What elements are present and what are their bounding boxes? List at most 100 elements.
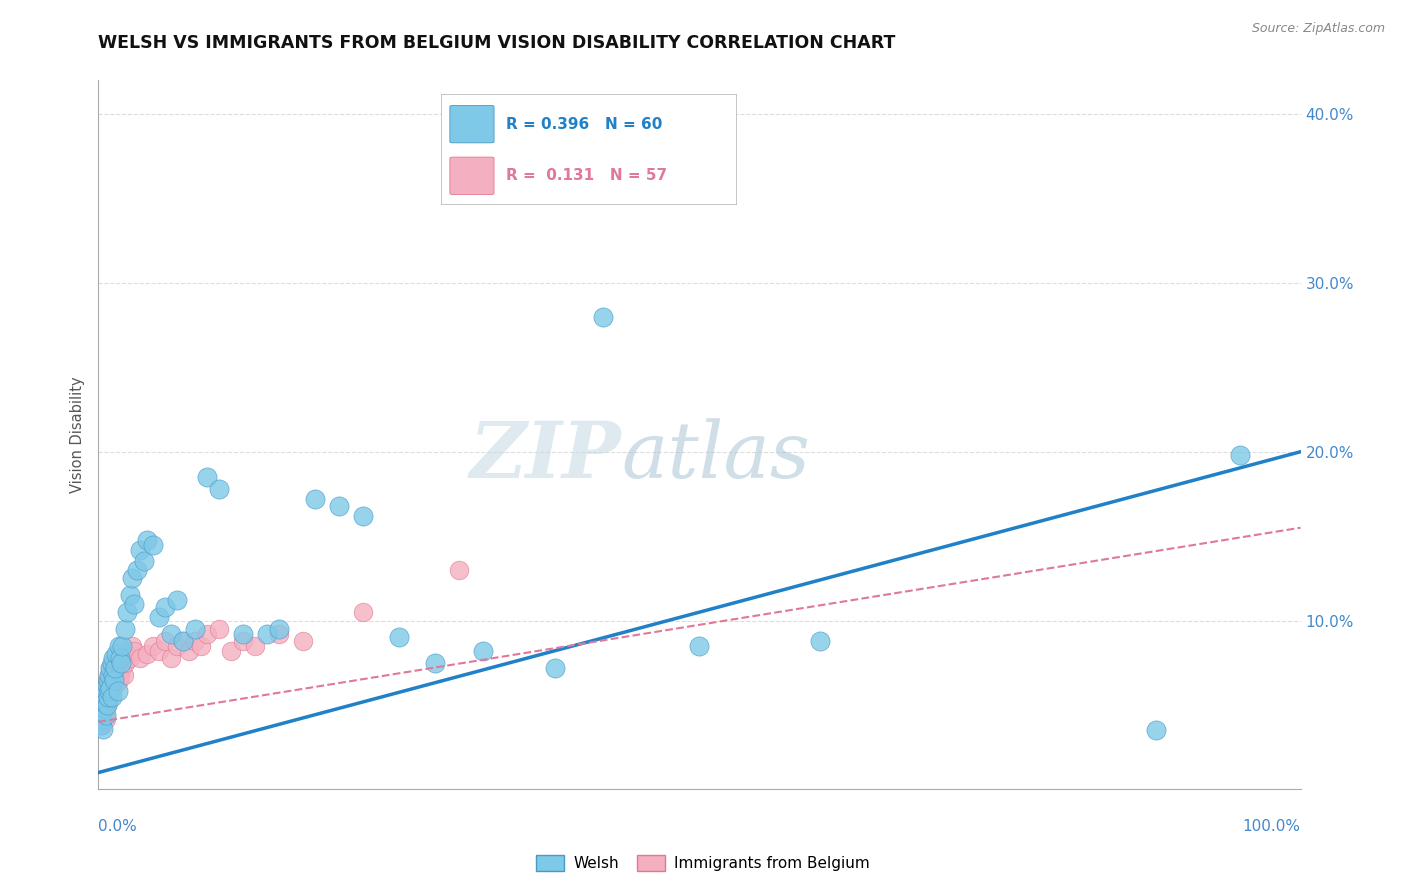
Point — [93, 701, 115, 715]
Point — [153, 600, 176, 615]
Text: Source: ZipAtlas.com: Source: ZipAtlas.com — [1251, 22, 1385, 36]
Point — [472, 644, 495, 658]
Point — [153, 633, 176, 648]
Point — [141, 538, 163, 552]
Point — [114, 656, 136, 670]
Point — [1229, 448, 1251, 462]
Point — [447, 563, 470, 577]
Point — [94, 712, 117, 726]
Point — [107, 684, 129, 698]
Point — [177, 644, 200, 658]
Point — [267, 627, 290, 641]
Point — [195, 470, 218, 484]
Point — [91, 718, 114, 732]
Point — [104, 678, 127, 692]
Point — [256, 627, 278, 641]
Point — [112, 667, 135, 681]
Point — [114, 622, 136, 636]
Point — [1144, 723, 1167, 738]
Point — [100, 661, 122, 675]
Point — [423, 656, 446, 670]
Point — [108, 639, 131, 653]
Point — [97, 673, 120, 687]
Point — [129, 542, 152, 557]
Point — [98, 684, 121, 698]
Point — [135, 648, 157, 662]
Point — [91, 712, 114, 726]
Point — [172, 633, 194, 648]
Point — [101, 678, 124, 692]
Point — [105, 667, 128, 681]
Point — [100, 684, 122, 698]
Point — [98, 667, 121, 681]
Point — [96, 678, 118, 692]
Point — [89, 718, 111, 732]
Point — [108, 673, 131, 687]
Point — [110, 656, 132, 670]
Point — [100, 656, 122, 670]
Point — [267, 622, 290, 636]
Point — [125, 563, 148, 577]
Point — [172, 633, 194, 648]
Point — [94, 708, 117, 723]
Point — [243, 639, 266, 653]
Point — [105, 664, 128, 679]
Point — [118, 588, 141, 602]
Point — [100, 690, 122, 704]
Point — [208, 622, 231, 636]
Point — [190, 639, 212, 653]
Point — [148, 610, 170, 624]
Point — [104, 661, 127, 675]
Point — [105, 648, 128, 662]
Point — [97, 673, 120, 687]
Legend: Welsh, Immigrants from Belgium: Welsh, Immigrants from Belgium — [530, 849, 876, 877]
Point — [96, 698, 118, 712]
Point — [159, 650, 181, 665]
Point — [100, 661, 122, 675]
Point — [166, 639, 188, 653]
Point — [93, 695, 115, 709]
Point — [97, 690, 120, 704]
Point — [103, 673, 125, 687]
Point — [98, 667, 121, 681]
Point — [195, 627, 218, 641]
Point — [544, 661, 567, 675]
Point — [100, 681, 122, 695]
Point — [388, 631, 411, 645]
Point — [108, 650, 131, 665]
Point — [808, 633, 831, 648]
Point — [166, 593, 188, 607]
Point — [124, 597, 146, 611]
Point — [94, 684, 117, 698]
Point — [141, 639, 163, 653]
Point — [101, 667, 124, 681]
Point — [352, 605, 374, 619]
Point — [232, 627, 254, 641]
Point — [592, 310, 614, 324]
Text: 100.0%: 100.0% — [1243, 820, 1301, 834]
Text: 0.0%: 0.0% — [98, 820, 138, 834]
Point — [103, 673, 125, 687]
Point — [117, 605, 139, 619]
Point — [108, 667, 131, 681]
Point — [93, 690, 115, 704]
Point — [111, 661, 134, 675]
Point — [148, 644, 170, 658]
Point — [91, 708, 114, 723]
Point — [90, 712, 112, 726]
Point — [121, 639, 143, 653]
Point — [101, 667, 124, 681]
Point — [219, 644, 242, 658]
Text: atlas: atlas — [621, 418, 810, 494]
Point — [100, 681, 122, 695]
Point — [689, 639, 711, 653]
Point — [117, 648, 139, 662]
Point — [96, 698, 118, 712]
Point — [100, 673, 122, 687]
Y-axis label: Vision Disability: Vision Disability — [70, 376, 86, 493]
Point — [208, 482, 231, 496]
Text: WELSH VS IMMIGRANTS FROM BELGIUM VISION DISABILITY CORRELATION CHART: WELSH VS IMMIGRANTS FROM BELGIUM VISION … — [98, 34, 896, 52]
Point — [93, 701, 115, 715]
Point — [118, 650, 141, 665]
Point — [107, 661, 129, 675]
